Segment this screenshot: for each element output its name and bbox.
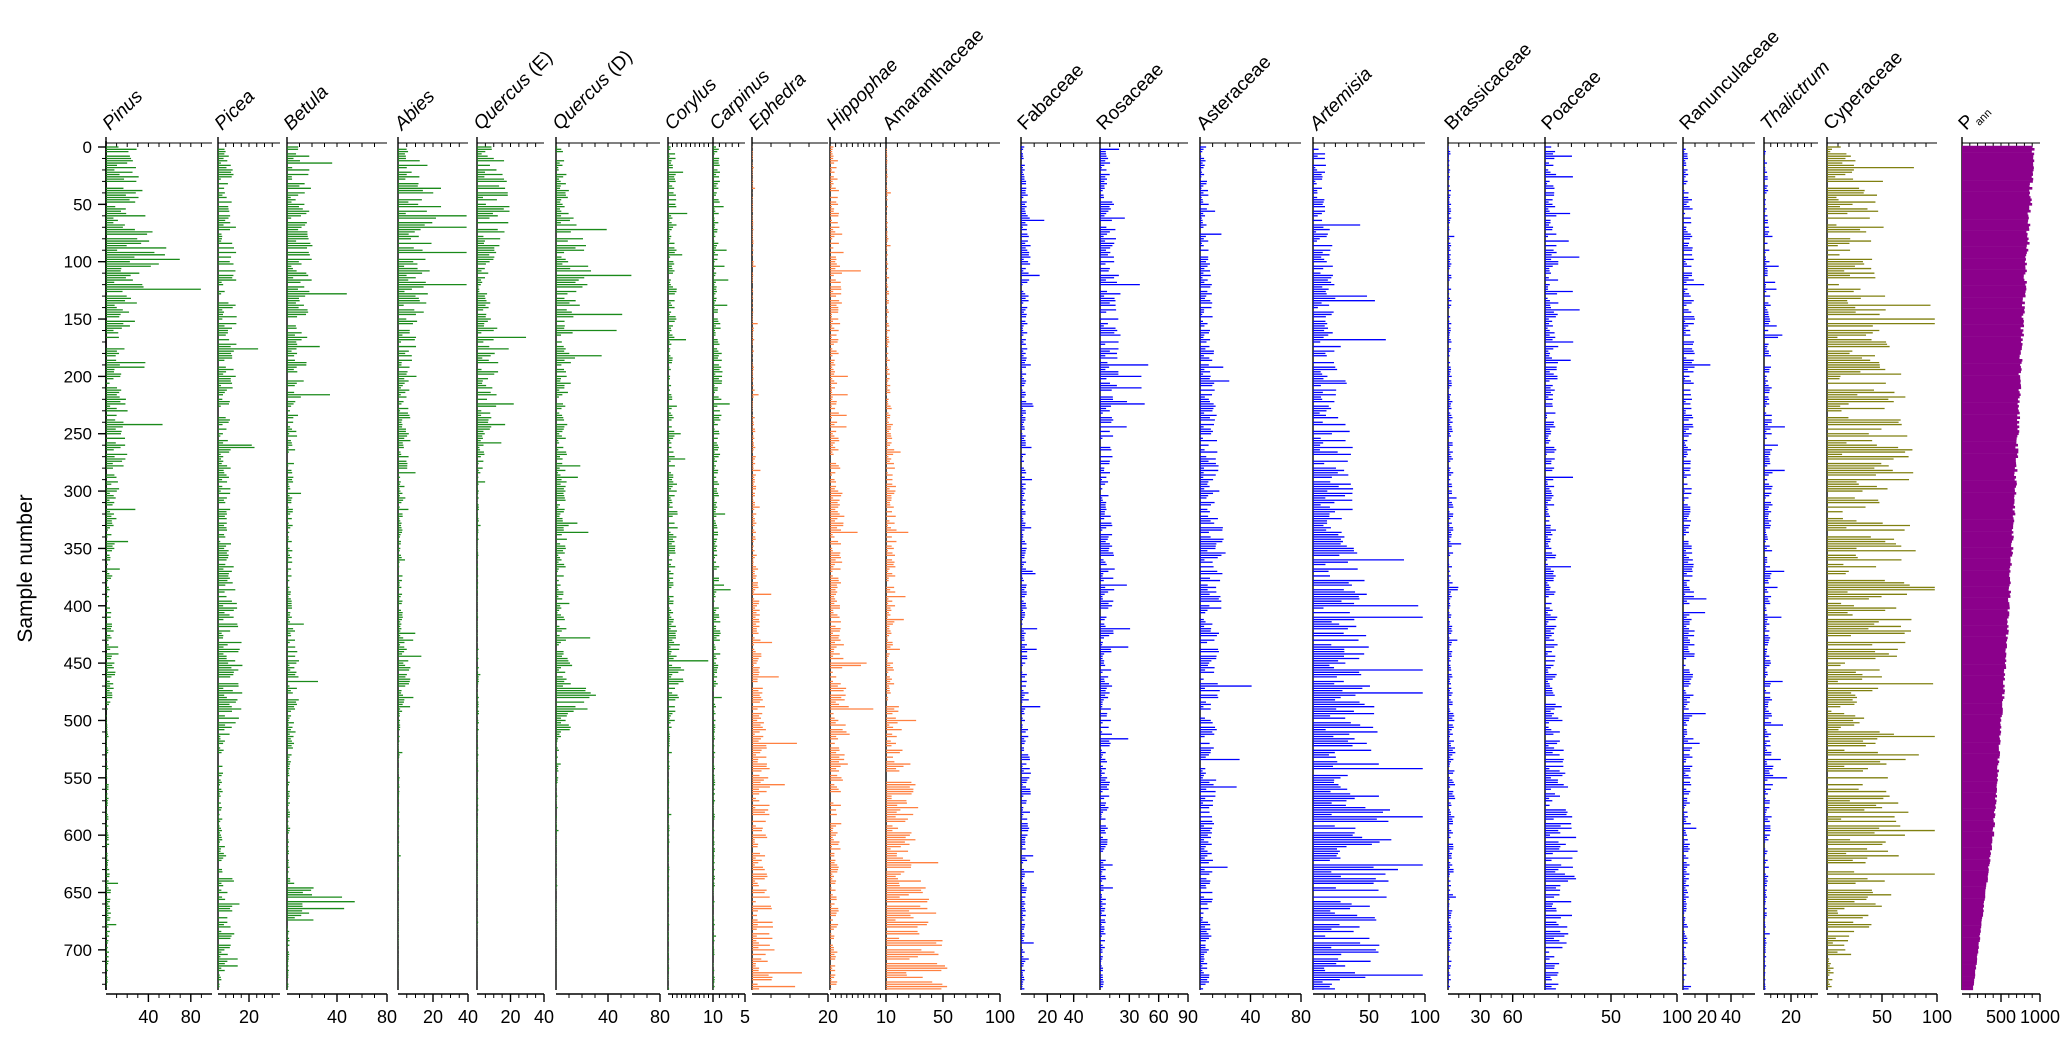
- y-tick-label: 650: [64, 884, 92, 903]
- y-tick-label: 150: [64, 310, 92, 329]
- y-axis-label: Sample number: [14, 494, 37, 642]
- panel-pinus: 40 80 Pinus: [99, 86, 212, 1027]
- panel-quercus-d-: 40 80 Quercus (D): [549, 47, 670, 1027]
- x-tick-label: 80: [1291, 1007, 1311, 1027]
- panel-abies: 20 40 Abies: [390, 86, 478, 1027]
- y-tick-label: 400: [64, 597, 92, 616]
- x-tick-label: 40: [598, 1007, 618, 1027]
- x-tick-label: 20: [1037, 1007, 1057, 1027]
- taxon-label: Pinus: [99, 86, 148, 135]
- x-tick-label: 80: [377, 1007, 397, 1027]
- x-tick-label: 20: [423, 1007, 443, 1027]
- panel-fabaceae: 20 40 Fabaceae: [1014, 60, 1100, 1027]
- y-tick-label: 700: [64, 941, 92, 960]
- x-tick-label: 40: [138, 1007, 158, 1027]
- y-tick-label: 0: [83, 138, 92, 157]
- panel-picea: 20 Picea: [211, 86, 280, 1027]
- y-tick-label: 350: [64, 539, 92, 558]
- panel-asteraceae: 40 80 Asteraceae: [1193, 52, 1311, 1027]
- taxon-label: Abies: [390, 86, 440, 136]
- taxon-label: Artemisia: [1305, 64, 1377, 136]
- panel-betula: 40 80 Betula: [280, 82, 397, 1027]
- taxon-label: Fabaceae: [1014, 60, 1089, 135]
- y-tick-label: 50: [73, 195, 92, 214]
- panel-amaranthaceae: 50 100 Amaranthaceae: [879, 25, 1015, 1027]
- x-tick-label: 90: [1178, 1007, 1198, 1027]
- x-tick-label: 40: [327, 1007, 347, 1027]
- taxon-label: Betula: [280, 82, 333, 135]
- y-tick-label: 100: [64, 253, 92, 272]
- x-tick-label: 30: [1119, 1007, 1139, 1027]
- x-tick-label: 50: [1359, 1007, 1379, 1027]
- x-tick-label: 20: [818, 1007, 838, 1027]
- taxon-label: Asteraceae: [1193, 52, 1276, 135]
- taxon-label: Quercus (E): [470, 47, 557, 134]
- x-tick-label: 20: [239, 1007, 259, 1027]
- taxon-label: Amaranthaceae: [879, 25, 989, 135]
- x-tick-label: 10: [703, 1007, 723, 1027]
- x-tick-label: 100: [1410, 1007, 1440, 1027]
- x-tick-label: 40: [1240, 1007, 1260, 1027]
- y-tick-label: 250: [64, 425, 92, 444]
- panel-rosaceae: 30 60 90 Rosaceae: [1093, 59, 1198, 1027]
- x-tick-label: 10: [876, 1007, 896, 1027]
- x-tick-label: 60: [1503, 1007, 1523, 1027]
- taxon-label: Picea: [211, 86, 259, 134]
- y-tick-label: 600: [64, 826, 92, 845]
- y-tick-label: 450: [64, 654, 92, 673]
- y-tick-label: 500: [64, 711, 92, 730]
- x-tick-label: 50: [933, 1007, 953, 1027]
- x-tick-label: 40: [458, 1007, 478, 1027]
- x-tick-label: 80: [181, 1007, 201, 1027]
- y-tick-label: 300: [64, 482, 92, 501]
- x-tick-label: 5: [740, 1007, 750, 1027]
- taxon-label: Quercus (D): [549, 47, 637, 135]
- panel-quercus-e-: 20 40 Quercus (E): [470, 47, 557, 1027]
- x-tick-label: 60: [1149, 1007, 1169, 1027]
- x-tick-label: 20: [500, 1007, 520, 1027]
- x-tick-label: 80: [650, 1007, 670, 1027]
- taxa-panels: 40 80 Pinus 20 Picea 40 80 Betula 20 40 Abies 20 40 Q…: [99, 25, 2060, 1027]
- x-tick-label: 100: [985, 1007, 1015, 1027]
- y-tick-label: 550: [64, 769, 92, 788]
- panel-artemisia: 50 100 Artemisia: [1305, 64, 1440, 1027]
- x-tick-label: 30: [1470, 1007, 1490, 1027]
- y-tick-label: 200: [64, 367, 92, 386]
- x-tick-label: 40: [1064, 1007, 1084, 1027]
- sample-number-axis: 0 50 100 150 200 250 300 350 400 450 500 550 600 650 7…: [14, 138, 107, 990]
- taxon-label: Rosaceae: [1093, 59, 1168, 134]
- x-tick-label: 40: [534, 1007, 554, 1027]
